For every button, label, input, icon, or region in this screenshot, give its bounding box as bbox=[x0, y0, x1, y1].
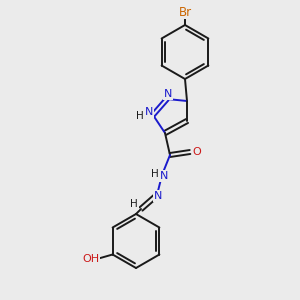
Text: H: H bbox=[136, 111, 144, 121]
Text: N: N bbox=[154, 191, 162, 201]
Text: OH: OH bbox=[82, 254, 99, 265]
Text: N: N bbox=[164, 89, 172, 99]
Text: H: H bbox=[130, 199, 138, 209]
Text: O: O bbox=[193, 147, 201, 157]
Text: N: N bbox=[160, 171, 168, 181]
Text: N: N bbox=[145, 107, 153, 117]
Text: Br: Br bbox=[178, 5, 192, 19]
Text: H: H bbox=[151, 169, 159, 179]
